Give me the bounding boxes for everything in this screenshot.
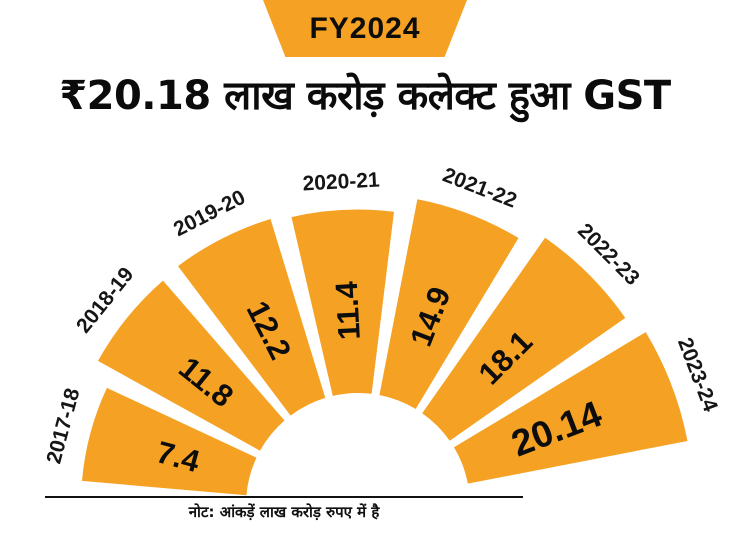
chart-footnote: नोट: आंकड़ें लाख करोड़ रुपए में है [188,503,380,521]
wedge-2023-24 [454,332,688,484]
year-label-2017-18: 2017-18 [42,385,84,466]
page-title: ₹20.18 लाख करोड़ कलेक्ट हुआ GST [59,73,671,119]
year-label-2020-21: 2020-21 [302,168,380,195]
wedge-2022-23 [422,237,626,441]
year-label-2021-22: 2021-22 [440,163,520,212]
wedge-2021-22 [379,199,519,409]
fiscal-year-banner: FY2024 [263,0,467,57]
wedge-2020-21 [291,209,394,396]
wedge-2017-18 [82,387,257,496]
wedge-2019-20 [178,219,326,416]
year-label-2023-24: 2023-24 [673,335,722,415]
wedge-2018-19 [98,280,285,451]
value-label-2020-21: 11.4 [329,280,367,341]
fiscal-year-banner-label: FY2024 [309,11,421,45]
note-divider-line [45,496,523,498]
